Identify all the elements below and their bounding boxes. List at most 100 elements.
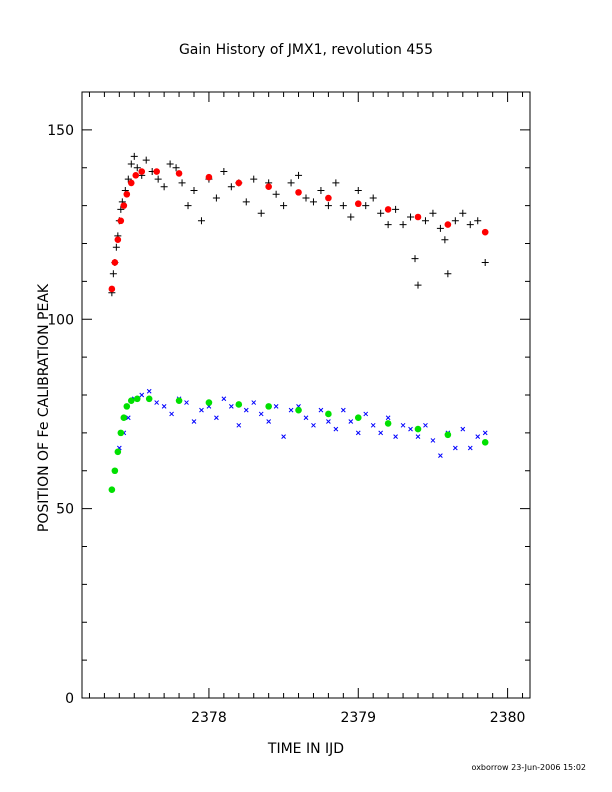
data-point: [324, 202, 332, 210]
data-point: [362, 202, 370, 210]
data-point: [191, 419, 197, 424]
data-point: [112, 243, 120, 251]
data-point: [474, 217, 482, 225]
data-point: [154, 175, 162, 183]
data-point: [117, 429, 125, 437]
data-point: [411, 255, 419, 263]
data-point: [281, 434, 286, 440]
data-point: [460, 426, 466, 432]
y-axis-label: POSITION OF Fe CALIBRATION PEAK: [36, 283, 52, 532]
data-point: [127, 179, 135, 187]
data-point: [142, 156, 150, 164]
data-point: [154, 400, 160, 405]
data-point: [436, 224, 444, 232]
data-point: [127, 397, 135, 404]
data-point: [392, 205, 400, 213]
data-point: [273, 404, 279, 409]
data-point: [235, 401, 243, 408]
y-tick-label: 50: [56, 502, 74, 518]
data-point: [451, 217, 459, 225]
data-point: [120, 414, 128, 422]
data-point: [384, 221, 392, 229]
data-point: [214, 415, 219, 421]
data-point: [175, 397, 183, 404]
data-point: [318, 407, 324, 413]
data-point: [109, 270, 117, 278]
data-point: [184, 400, 189, 405]
data-point: [363, 411, 369, 417]
data-point: [355, 430, 361, 436]
data-point: [302, 194, 310, 202]
data-point: [466, 221, 474, 229]
data-point: [326, 419, 331, 424]
y-tick-label: 0: [65, 691, 74, 707]
data-point: [123, 190, 131, 198]
data-point: [111, 467, 119, 475]
data-point: [348, 419, 354, 424]
x-tick-label: 2379: [340, 710, 376, 726]
axis-tick-labels: 2378 2379 2380 0 50 100 150: [47, 123, 525, 726]
data-point: [430, 438, 436, 443]
data-point: [146, 388, 152, 394]
data-point: [251, 400, 257, 405]
data-point: [120, 202, 128, 209]
data-point: [166, 160, 174, 168]
data-marks: [108, 152, 489, 493]
data-point: [481, 439, 489, 446]
data-point: [145, 395, 153, 403]
series-2: [116, 388, 488, 458]
data-point: [197, 217, 205, 225]
data-point: [423, 422, 428, 428]
data-point: [153, 168, 160, 175]
data-point: [475, 434, 481, 440]
data-point: [132, 172, 140, 179]
data-point: [332, 179, 340, 187]
data-point: [317, 186, 325, 194]
data-point: [124, 175, 132, 183]
x-tick-label: 2378: [191, 710, 227, 726]
series-0: [108, 152, 489, 297]
data-point: [220, 168, 228, 176]
data-point: [444, 431, 452, 439]
data-point: [407, 213, 415, 221]
data-point: [399, 221, 407, 229]
series-3: [108, 395, 489, 493]
data-point: [212, 194, 220, 202]
footer-stamp: oxborrow 23-Jun-2006 15:02: [472, 763, 586, 772]
data-point: [414, 213, 422, 221]
data-point: [377, 209, 385, 217]
data-point: [133, 395, 141, 403]
data-point: [325, 194, 332, 202]
data-point: [178, 179, 186, 187]
data-point: [123, 403, 131, 410]
data-point: [114, 236, 122, 244]
data-point: [111, 259, 119, 266]
data-point: [309, 198, 317, 206]
data-point: [384, 206, 392, 213]
data-point: [370, 422, 376, 428]
data-point: [243, 407, 249, 413]
data-point: [303, 415, 309, 421]
data-point: [414, 281, 422, 289]
data-point: [354, 186, 362, 194]
data-point: [199, 407, 204, 413]
data-point: [369, 194, 377, 202]
data-point: [227, 183, 235, 191]
data-point: [127, 160, 135, 168]
data-point: [354, 200, 362, 208]
data-point: [295, 189, 302, 196]
data-point: [415, 434, 421, 440]
data-point: [272, 190, 280, 198]
x-axis-label: TIME IN IJD: [267, 741, 344, 757]
data-point: [169, 411, 174, 417]
data-point: [175, 170, 183, 177]
data-point: [265, 403, 272, 410]
data-point: [459, 209, 467, 217]
data-point: [467, 445, 473, 451]
data-point: [347, 213, 355, 221]
data-point: [393, 434, 398, 440]
data-point: [295, 406, 302, 414]
data-point: [288, 407, 294, 413]
data-point: [221, 396, 227, 402]
